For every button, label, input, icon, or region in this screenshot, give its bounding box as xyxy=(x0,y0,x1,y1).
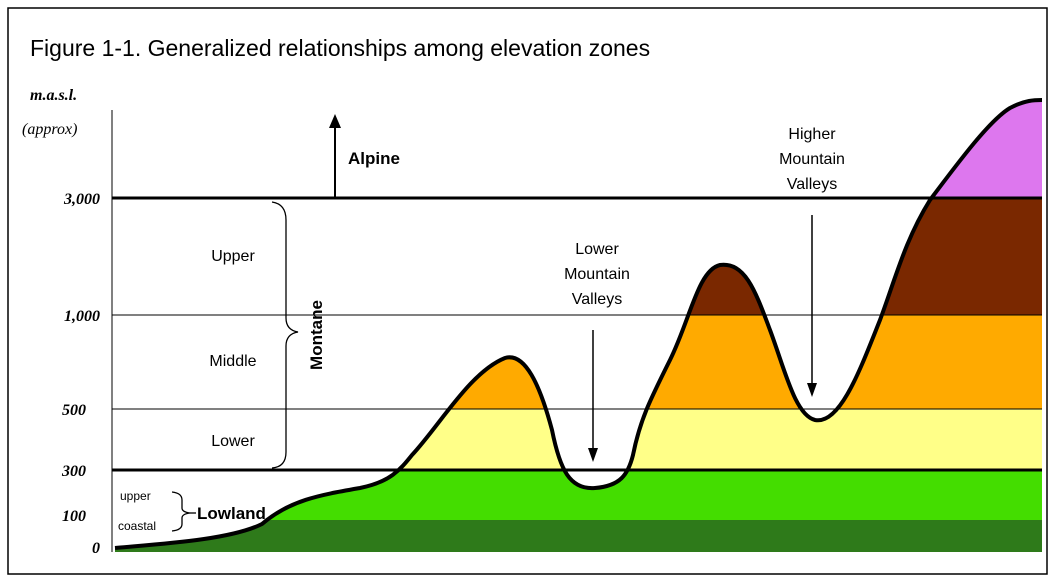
zone-label: coastal xyxy=(118,519,156,533)
valley-label: Higher xyxy=(788,126,836,143)
diagram: Figure 1-1. Generalized relationships am… xyxy=(0,0,1056,583)
elevation-label: 0 xyxy=(92,540,100,557)
alpine-label: Alpine xyxy=(348,149,400,168)
lowland-label: Lowland xyxy=(197,504,266,523)
zone-label: upper xyxy=(120,489,151,503)
elevation-label: 500 xyxy=(62,402,86,419)
axis-note: (approx) xyxy=(22,121,77,138)
montane-label: Montane xyxy=(307,300,326,370)
elevation-label: 300 xyxy=(61,463,86,480)
valley-label: Valleys xyxy=(572,291,622,308)
elevation-label: 100 xyxy=(62,508,86,525)
elevation-label: 1,000 xyxy=(64,308,100,325)
valley-label: Mountain xyxy=(779,151,845,168)
zone-label: Middle xyxy=(209,353,256,370)
elevation-label: 3,000 xyxy=(63,191,100,208)
valley-label: Valleys xyxy=(787,176,837,193)
title: Figure 1-1. Generalized relationships am… xyxy=(30,35,650,61)
valley-label: Mountain xyxy=(564,266,630,283)
axis-unit: m.a.s.l. xyxy=(30,87,77,104)
valley-label: Lower xyxy=(575,241,619,258)
zone-label: Upper xyxy=(211,248,255,265)
zone-label: Lower xyxy=(211,433,255,450)
